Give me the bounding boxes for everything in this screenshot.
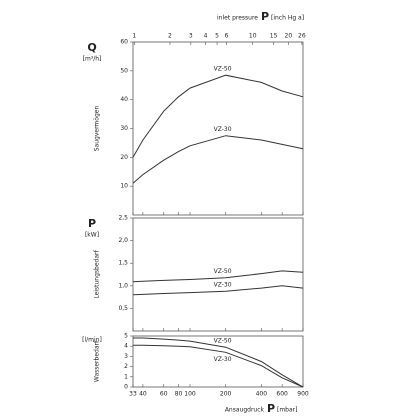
- curve: [132, 74, 304, 158]
- x2-tick-label: 3: [189, 33, 193, 40]
- plot-frame: [132, 217, 304, 332]
- curve: [132, 135, 304, 184]
- x-tick-label: 33: [129, 391, 137, 398]
- y-tick-label: 20: [120, 154, 128, 161]
- series-label: VZ-50: [214, 338, 232, 345]
- y-tick-label: 2: [124, 363, 128, 370]
- y-tick-label: 1: [124, 373, 128, 380]
- y-unit: [m³/h]: [83, 56, 102, 63]
- y-tick-label: 3: [124, 353, 128, 360]
- y-tick-label: 30: [120, 125, 128, 132]
- x-tick-label: 600: [276, 391, 288, 398]
- x2-tick-label: 26: [298, 33, 306, 40]
- y-symbol: P: [88, 217, 96, 230]
- curve: [132, 285, 304, 296]
- x2-tick-label: 2: [168, 33, 172, 40]
- x2-tick-label: 20: [285, 33, 293, 40]
- y-axis-label: Saugvermögen: [94, 106, 101, 152]
- x-axis-symbol: P: [267, 402, 275, 415]
- x-tick-label: 100: [184, 391, 196, 398]
- x2-tick-label: 4: [204, 33, 208, 40]
- x-tick-label: 80: [175, 391, 183, 398]
- y-tick-label: 60: [120, 39, 128, 46]
- y-tick-label: 0: [124, 384, 128, 391]
- x2-axis-symbol: P: [261, 10, 269, 23]
- y-symbol: Q: [87, 41, 96, 54]
- x2-tick-label: 15: [270, 33, 278, 40]
- y-tick-label: 2,5: [118, 215, 128, 222]
- x2-tick-label: 1: [132, 33, 136, 40]
- x-axis-label: Ansaugdruck: [225, 407, 265, 414]
- x-tick-label: 40: [139, 391, 147, 398]
- y-tick-label: 2,0: [118, 237, 128, 244]
- series-label: VZ-50: [214, 268, 232, 275]
- x-tick-label: 200: [220, 391, 232, 398]
- y-tick-label: 1,0: [118, 282, 128, 289]
- y-axis-label: Wasserbedarf: [94, 340, 101, 382]
- x-tick-label: 400: [256, 391, 268, 398]
- y-tick-label: 4: [124, 343, 128, 350]
- y-unit: [l/min]: [82, 337, 102, 344]
- y-tick-label: 0,5: [118, 305, 128, 312]
- curve: [133, 344, 304, 388]
- plot-frame: [132, 335, 304, 388]
- y-tick-label: 40: [120, 96, 128, 103]
- series-label: VZ-30: [214, 126, 232, 133]
- x2-tick-label: 5: [215, 33, 219, 40]
- series-label: VZ-30: [214, 282, 232, 289]
- x2-tick-label: 10: [249, 33, 257, 40]
- series-label: VZ-30: [214, 356, 232, 363]
- y-tick-label: 10: [120, 183, 128, 190]
- x2-axis-unit: [inch Hg a]: [271, 15, 304, 22]
- y-tick-label: 5: [124, 333, 128, 340]
- x2-tick-label: 6: [225, 33, 229, 40]
- x-tick-label: 60: [160, 391, 168, 398]
- y-axis-label: Leistungsbedarf: [94, 250, 101, 299]
- x-axis-unit: [mbar]: [277, 407, 297, 414]
- x2-axis-label: inlet pressure: [217, 15, 258, 22]
- y-tick-label: 1,5: [118, 260, 128, 267]
- x-tick-label: 900: [297, 391, 309, 398]
- y-unit: [kW]: [85, 232, 99, 239]
- curve: [133, 337, 304, 388]
- curve: [132, 270, 304, 283]
- series-label: VZ-50: [214, 66, 232, 73]
- y-tick-label: 50: [120, 67, 128, 74]
